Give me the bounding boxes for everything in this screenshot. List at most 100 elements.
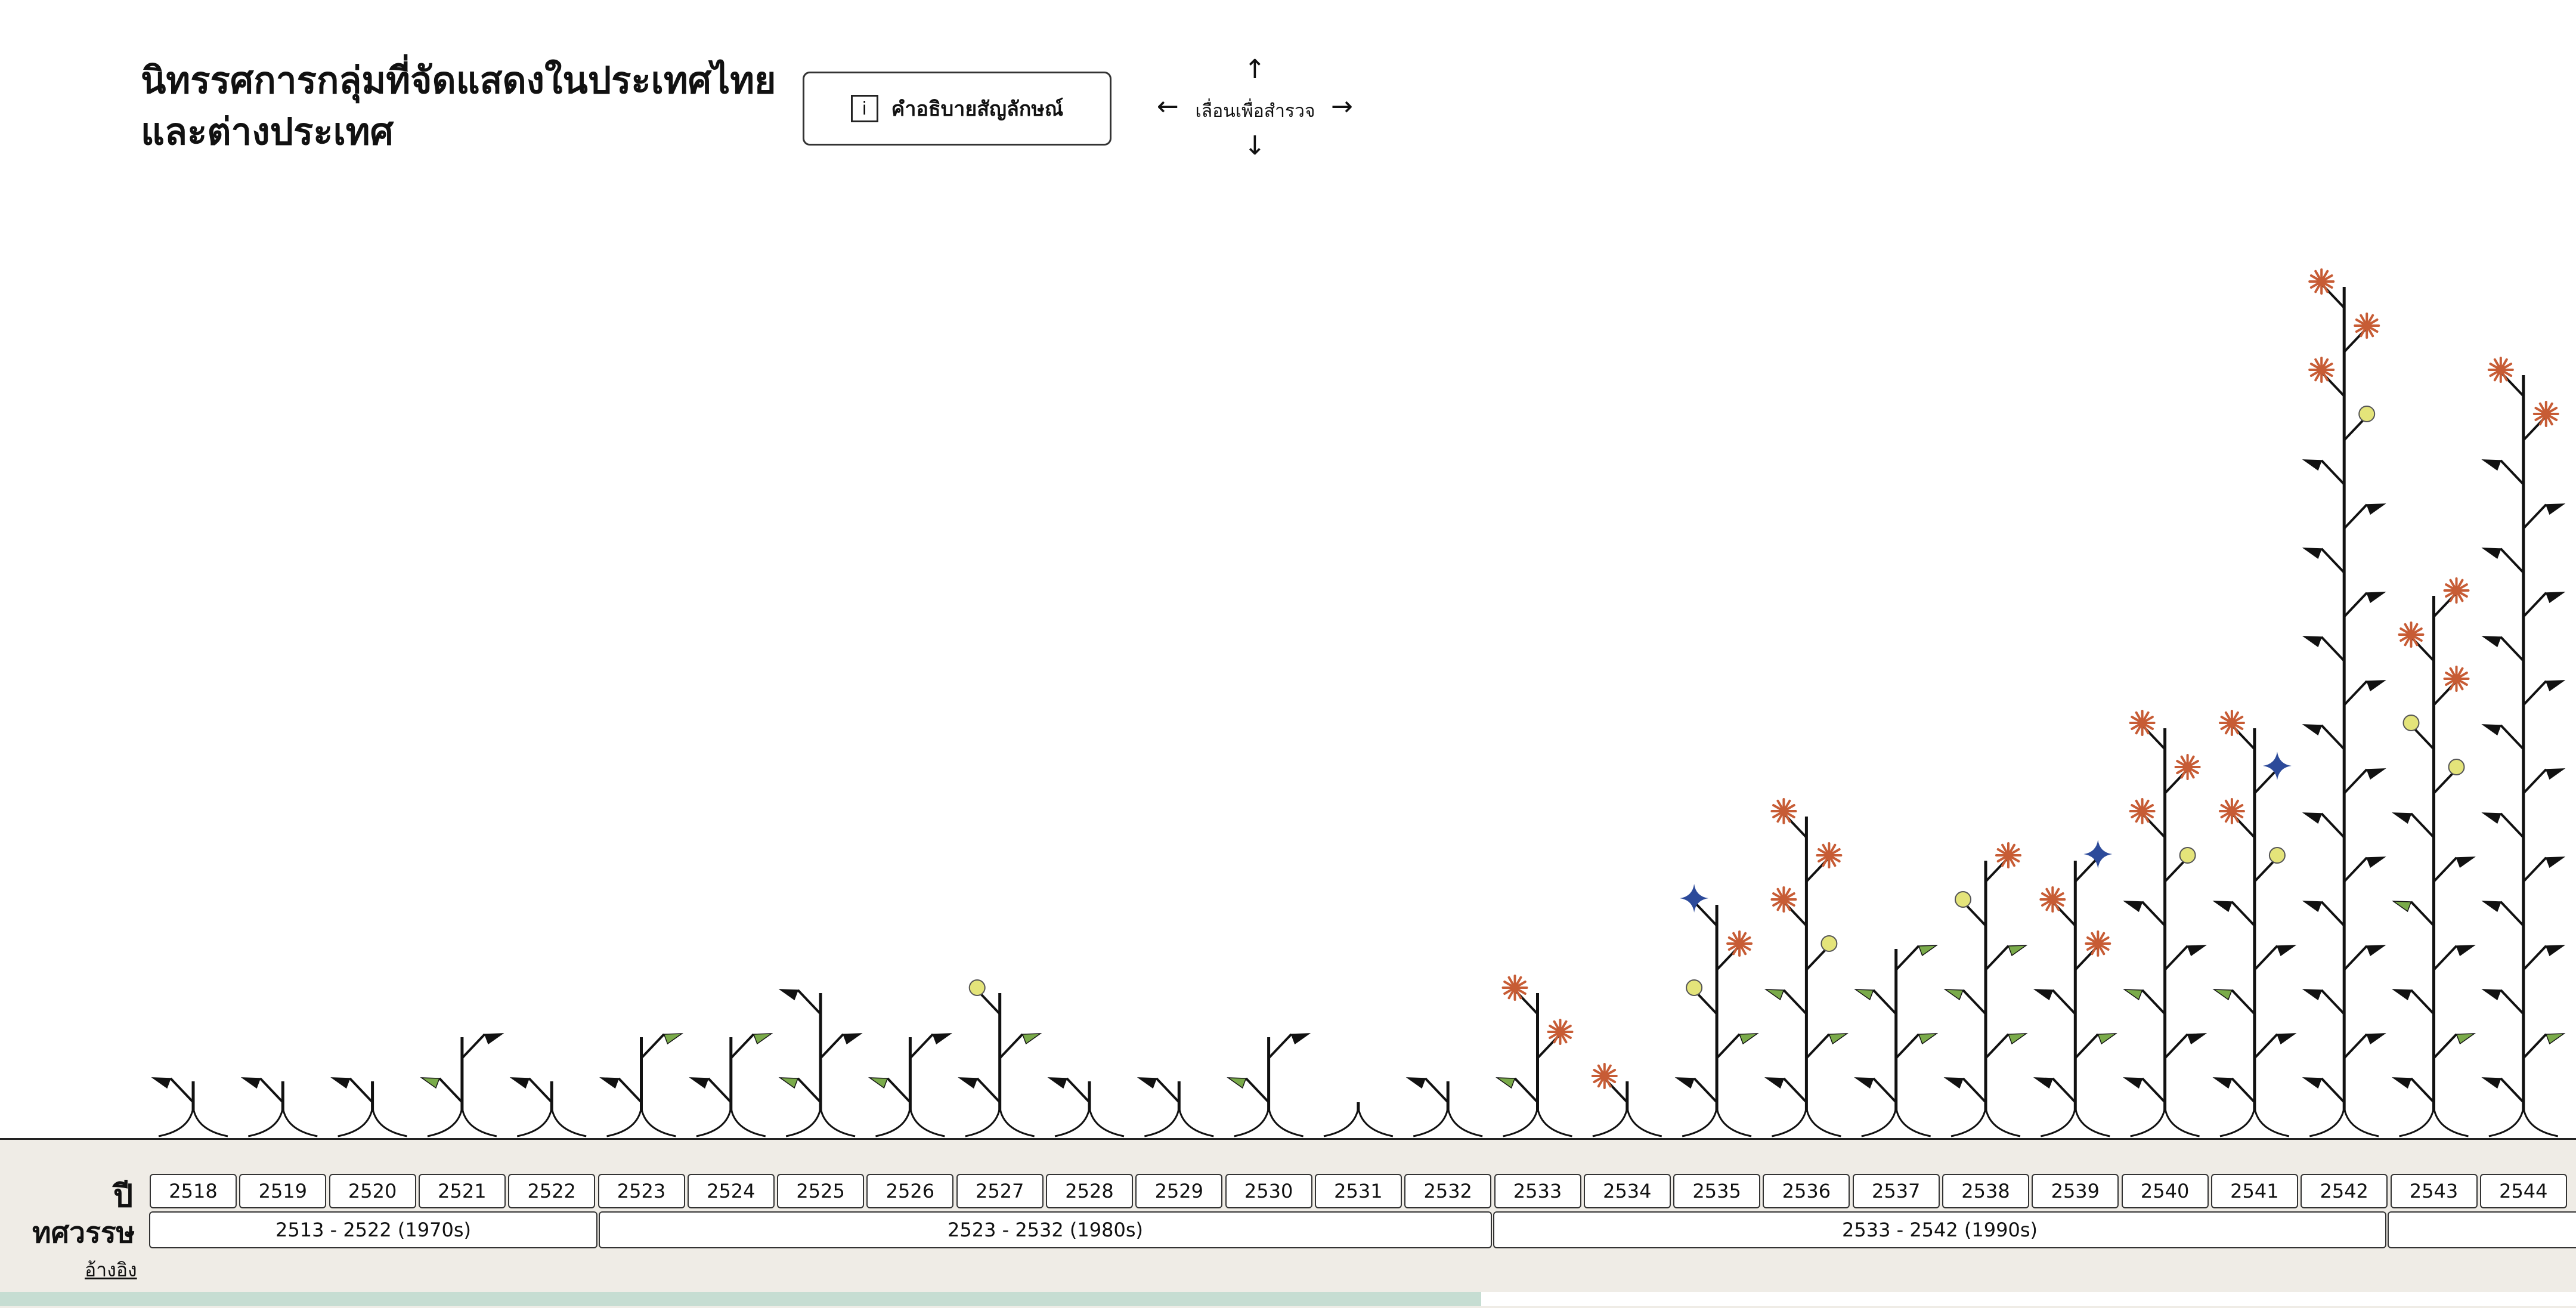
year-cell[interactable]: 2536 [1763,1174,1850,1208]
year-cell[interactable]: 2529 [1135,1174,1223,1208]
green-flag [420,1077,440,1089]
yellow-dot [2448,759,2465,775]
branch [1895,945,1920,971]
branch [2343,680,2368,706]
black-flag [1943,1077,1964,1089]
year-cell[interactable]: 2534 [1583,1174,1671,1208]
year-cell[interactable]: 2526 [866,1174,954,1208]
black-flag [2545,856,2566,868]
branch [2522,503,2547,530]
branch [1782,1077,1807,1103]
year-cell[interactable]: 2532 [1404,1174,1492,1208]
scroll-hint: ↑ ↓ ← → เลื่อนเพื่อสำรวจ [1157,57,1354,164]
decade-cell[interactable]: 2513 - 2522 (1970s) [149,1211,597,1248]
green-flag [663,1033,683,1045]
branch [886,1077,911,1103]
arrow-up-icon: ↑ [1244,54,1266,85]
page-title: นิทรรศการกลุ่มที่จัดแสดงในประเทศไทย และต… [141,55,797,157]
red-flower-center [1600,1072,1609,1080]
red-flower-center [1510,984,1519,992]
year-cell[interactable]: 2519 [239,1174,327,1208]
reference-link[interactable]: อ้างอิง [85,1258,137,1281]
red-flower-center [2363,321,2371,330]
year-cell[interactable]: 2541 [2210,1174,2298,1208]
branch [1962,1077,1987,1103]
year-cell[interactable]: 2542 [2301,1174,2388,1208]
branch [730,1033,755,1059]
year-cell[interactable]: 2537 [1852,1174,1940,1208]
branch [2500,548,2525,574]
red-flower [2443,666,2470,692]
year-cell[interactable]: 2525 [777,1174,865,1208]
branch [2074,856,2099,883]
black-flag [2481,812,2501,824]
year-cell[interactable]: 2530 [1225,1174,1312,1208]
red-flower-center [2496,366,2505,374]
black-flag [240,1077,261,1089]
year-cell[interactable]: 2518 [150,1174,237,1208]
year-cell[interactable]: 2539 [2032,1174,2119,1208]
branch [2074,1033,2099,1059]
year-cell[interactable]: 2522 [508,1174,596,1208]
red-flower [1501,975,1528,1001]
year-cell[interactable]: 2520 [329,1174,416,1208]
black-flag [1854,1077,1874,1089]
black-flag [2545,945,2566,957]
legend-button[interactable]: i คำอธิบายสัญลักษณ์ [803,72,1111,146]
green-flag [1021,1033,1042,1045]
black-flag [484,1033,504,1045]
year-cell[interactable]: 2524 [687,1174,775,1208]
branch [2320,636,2345,662]
branch [2320,724,2345,750]
branch [2343,503,2368,530]
year-cell[interactable]: 2521 [418,1174,506,1208]
year-cell[interactable]: 2544 [2479,1174,2567,1208]
black-flag [843,1033,863,1045]
decade-cell[interactable]: 2523 - 2532 (1980s) [599,1211,1492,1248]
branch [1895,1033,1920,1059]
arrow-right-icon: → [1331,91,1353,122]
page-title-line-2: และต่างประเทศ [141,110,394,153]
green-flag [2545,1033,2566,1045]
red-flower [2487,357,2514,383]
red-flower-center [2004,851,2012,859]
year-cell[interactable]: 2531 [1314,1174,1402,1208]
branch [1984,1033,2010,1059]
black-flag [2302,901,2323,913]
red-flower [2174,754,2201,780]
black-flag [2366,680,2386,692]
branch [909,1033,934,1059]
red-flower-center [1556,1028,1565,1036]
black-flag [2481,901,2501,913]
black-flag [1674,1077,1695,1089]
year-cell[interactable]: 2533 [1494,1174,1581,1208]
green-flag [778,1077,799,1089]
scroll-progress-bar[interactable] [0,1292,2576,1306]
yellow-dot [2358,406,2376,422]
year-cell[interactable]: 2535 [1673,1174,1761,1208]
branch [2231,1077,2256,1103]
branch [640,1033,665,1059]
year-cell[interactable]: 2528 [1046,1174,1133,1208]
green-flag [2007,945,2028,957]
branch [2231,989,2256,1015]
red-flower [1547,1019,1574,1045]
branch [2320,812,2345,839]
year-cell[interactable]: 2527 [956,1174,1044,1208]
black-flag [1137,1077,1157,1089]
black-flag [2481,1077,2501,1089]
decade-cell[interactable] [2388,1211,2576,1248]
black-flag [2302,548,2323,559]
year-cell[interactable]: 2543 [2390,1174,2478,1208]
year-cell[interactable]: 2540 [2121,1174,2209,1208]
branch [2433,856,2457,883]
black-flag [2545,503,2566,515]
branch [2343,856,2368,883]
year-cell[interactable]: 2538 [1942,1174,2029,1208]
branch [2320,548,2345,574]
red-flower-center [2452,586,2461,595]
red-flower-center [1779,895,1788,904]
decade-cell[interactable]: 2533 - 2542 (1990s) [1493,1211,2386,1248]
year-cell[interactable]: 2523 [597,1174,685,1208]
branch [528,1077,553,1103]
